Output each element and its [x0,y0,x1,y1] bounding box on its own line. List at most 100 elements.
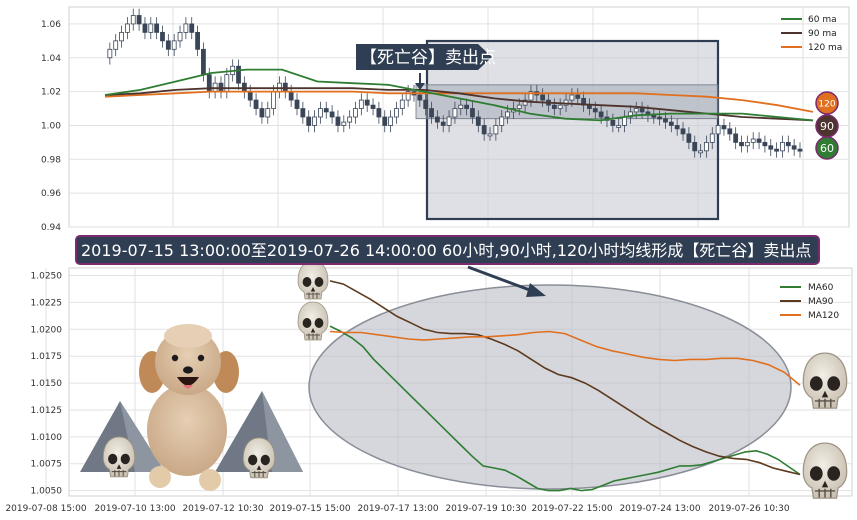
x-axis-tick-label: 2019-07-24 13:00 [619,504,700,514]
banner-arrow-line [467,265,536,294]
candle-down [470,108,475,118]
dog-mouth [177,377,199,386]
candle-up [709,133,715,143]
x-axis-tick-label: 2019-07-17 13:00 [357,504,438,514]
candle-down [797,148,803,152]
x-axis-tick-label: 2019-07-19 10:30 [445,504,526,514]
banner-arrow-head [526,283,546,297]
candle-down [663,118,668,123]
annotation-arrow-shape [356,44,492,70]
chart-title: 2019-07-15 13:00:00至2019-07-26 14:00:00 … [81,241,811,260]
candle-up [744,141,750,147]
candle-down [668,121,674,126]
top-y-tick-label: 1.02 [41,88,61,98]
legend-label-120ma: 120 ma [808,43,842,53]
bottom-legend: MA60 MA90 MA120 [780,283,839,321]
x-axis-tick-label: 2019-07-10 13:00 [94,504,175,514]
legend-label-60ma: 60 ma [808,15,837,25]
bottom-y-tick-label: 1.0175 [31,352,63,362]
candle-down [247,91,253,101]
candlesticks [107,8,803,158]
candle-up [171,40,177,50]
top-y-tick-label: 1.06 [41,20,61,30]
top-panel: 1.06 1.04 1.02 1.00 0.98 0.96 0.94 60 ma 90 ma… [41,6,850,233]
title-banner-box [75,235,820,265]
candle-down [236,65,241,84]
candle-down [417,94,423,101]
candle-down [639,108,645,113]
candle-up [557,104,563,109]
candle-up [698,150,703,154]
top-y-tick-labels: 1.06 1.04 1.02 1.00 0.98 0.96 0.94 [41,20,61,233]
candle-down [253,99,259,109]
candle-down [429,108,434,118]
candle-down [657,116,663,120]
candle-up [715,125,721,135]
candle-down [610,119,616,126]
bottom-y-tick-label: 1.0050 [31,487,63,497]
dog-nose [183,366,193,374]
ma60-line [104,68,814,122]
candle-down [481,125,487,135]
candle-up [780,141,785,152]
candle-down [475,116,481,126]
candle-down [651,114,657,118]
candle-down [721,125,727,130]
candle-down [739,141,744,147]
candle-up [569,94,575,101]
badge-120 [815,91,839,115]
candle-up [358,99,364,109]
candle-up [750,138,756,143]
candle-down [294,99,300,109]
candle-down [791,145,797,150]
dog-body [147,384,227,476]
candle-down [680,128,686,135]
candle-up [499,116,505,126]
title-banner: 2019-07-15 13:00:00至2019-07-26 14:00:00 … [75,235,820,265]
candle-up [522,99,528,106]
candle-up [394,108,399,118]
candle-down [733,133,739,143]
top-moving-averages [104,68,814,122]
x-axis-tick-label: 2019-07-22 15:00 [531,504,612,514]
death-valley-ellipse [308,284,792,490]
candle-down [692,141,698,152]
candle-up [124,23,130,33]
badge-90-label: 90 [820,120,834,133]
candle-down [364,99,370,106]
bottom-y-tick-label: 1.0225 [31,298,63,308]
candle-down [195,31,200,50]
poodle-illustration [80,324,303,491]
candle-up [119,31,124,42]
candle-up [446,116,452,126]
bottom-series-lines [329,280,801,492]
candle-down [440,121,446,126]
candle-down [382,116,388,126]
candle-up [505,111,510,118]
annotation-pointer-head [415,83,425,90]
candle-down [598,111,604,118]
candle-up [130,15,136,25]
candle-down [154,23,160,33]
candle-down [551,104,557,109]
candle-up [271,91,277,109]
candle-up [493,125,499,135]
candle-up [388,116,393,126]
candle-up [528,91,534,101]
sell-point-annotation: 【死亡谷】卖出点 [356,44,496,90]
ma90-line [329,280,801,476]
dog-paw-right [199,469,221,491]
bottom-y-tick-label: 1.0075 [31,460,63,470]
candle-down [768,145,774,150]
top-y-tick-label: 1.04 [41,54,61,64]
candle-down [686,133,692,143]
candle-down [165,40,171,50]
x-axis-tick-label: 2019-07-12 10:30 [182,504,263,514]
candle-down [259,108,265,118]
top-y-tick-label: 0.94 [41,223,61,233]
candle-up [452,108,458,118]
x-axis-tick-label: 2019-07-08 15:00 [5,504,86,514]
candle-down [762,141,768,147]
candle-down [136,15,142,25]
